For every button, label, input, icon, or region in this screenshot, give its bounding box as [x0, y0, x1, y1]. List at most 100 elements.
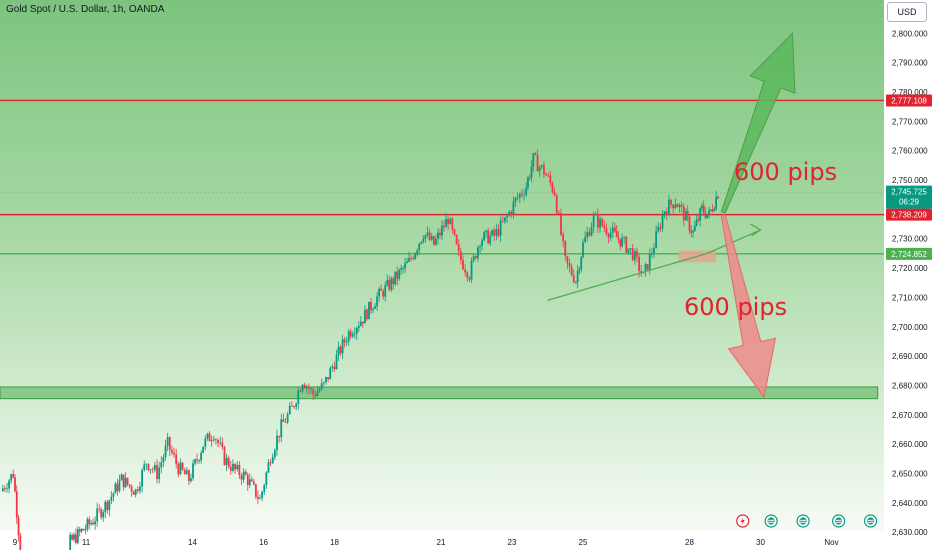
level-price-tag	[886, 94, 932, 107]
candle-body	[717, 196, 719, 199]
bolt-icon[interactable]	[736, 514, 750, 528]
candle-body	[327, 376, 330, 380]
candle-body	[388, 280, 391, 290]
candle-body	[485, 230, 488, 233]
candle-body	[188, 470, 190, 481]
candle-body	[709, 209, 712, 211]
candle-body	[545, 174, 547, 176]
candle-body	[472, 255, 475, 262]
trendline[interactable]	[547, 229, 761, 301]
candle-body	[580, 257, 583, 270]
candle-body	[605, 228, 608, 235]
candle-body	[147, 463, 150, 471]
candle-body	[609, 232, 612, 238]
candle-body	[198, 460, 200, 462]
candle-body	[179, 462, 182, 475]
candle-body	[670, 199, 672, 205]
candle-body	[439, 232, 441, 236]
candle-body	[120, 474, 123, 481]
y-tick-label: 2,750.000	[892, 176, 928, 185]
candle-body	[410, 257, 412, 259]
candle-body	[84, 528, 87, 531]
candle-body	[623, 237, 626, 238]
x-tick-label: 16	[259, 538, 268, 547]
candle-body	[597, 214, 599, 228]
level-price-tag	[886, 247, 932, 260]
candle-body	[663, 211, 666, 216]
candle-body	[619, 239, 622, 247]
support-zone[interactable]	[0, 386, 879, 400]
candle-body	[136, 489, 139, 491]
up-arrow[interactable]	[720, 32, 796, 214]
candle-body	[523, 194, 525, 196]
candle-body	[695, 219, 698, 226]
candle-body	[372, 308, 374, 311]
candle-body	[76, 529, 79, 543]
candle-body	[293, 406, 295, 408]
candle-body	[555, 195, 558, 213]
candle-body	[173, 452, 175, 455]
candle-body	[674, 204, 677, 209]
candle-body	[4, 488, 6, 490]
candle-body	[418, 243, 421, 251]
candle-body	[240, 475, 243, 480]
candle-body	[406, 261, 408, 264]
candle-body	[557, 212, 560, 214]
candle-body	[151, 469, 154, 471]
candle-body	[424, 235, 427, 239]
candle-body	[510, 211, 513, 215]
dollar-icon[interactable]	[831, 514, 846, 528]
candle-body	[646, 264, 649, 270]
candle-body	[269, 462, 272, 464]
candle-body	[487, 230, 490, 244]
y-tick-label: 2,700.000	[892, 323, 928, 332]
candle-body	[521, 193, 523, 195]
candle-body	[685, 211, 687, 221]
down-arrow[interactable]	[720, 214, 777, 399]
upside-target-label: 600 pips	[734, 158, 837, 186]
candle-body	[19, 535, 22, 550]
candle-body	[316, 391, 319, 397]
candle-body	[708, 210, 710, 215]
candle-body	[447, 218, 449, 225]
dollar-icon[interactable]	[764, 514, 778, 528]
candle-body	[219, 442, 222, 444]
candle-body	[462, 260, 464, 270]
candle-body	[586, 232, 589, 238]
candle-body	[715, 196, 718, 209]
candle-body	[414, 253, 417, 259]
y-tick-label: 2,640.000	[892, 499, 928, 508]
candle-body	[78, 529, 81, 532]
candle-body	[106, 501, 109, 511]
candle-body	[382, 290, 385, 297]
candle-body	[160, 462, 163, 468]
candle-body	[343, 339, 346, 343]
candle-body	[71, 535, 73, 540]
candle-body	[291, 405, 293, 407]
candle-body	[416, 250, 419, 254]
y-tick-label: 2,760.000	[892, 147, 928, 156]
candle-body	[449, 218, 452, 225]
candle-body	[164, 445, 167, 458]
candle-body	[474, 255, 477, 259]
y-tick-label: 2,770.000	[892, 117, 928, 126]
candle-body	[337, 346, 340, 355]
dollar-icon[interactable]	[863, 514, 878, 528]
candle-body	[690, 230, 693, 233]
candle-body	[422, 238, 425, 242]
currency-button[interactable]: USD	[887, 2, 927, 22]
candle-body	[104, 501, 107, 513]
candle-body	[532, 153, 535, 167]
candle-body	[100, 509, 103, 518]
candle-body	[69, 535, 72, 550]
candle-body	[366, 309, 368, 320]
candle-body	[528, 177, 531, 179]
candle-body	[614, 227, 616, 232]
dollar-icon[interactable]	[796, 514, 810, 528]
current-price-tag	[886, 185, 932, 209]
candle-body	[426, 232, 429, 236]
candle-body	[345, 341, 348, 343]
candle-body	[259, 498, 261, 500]
